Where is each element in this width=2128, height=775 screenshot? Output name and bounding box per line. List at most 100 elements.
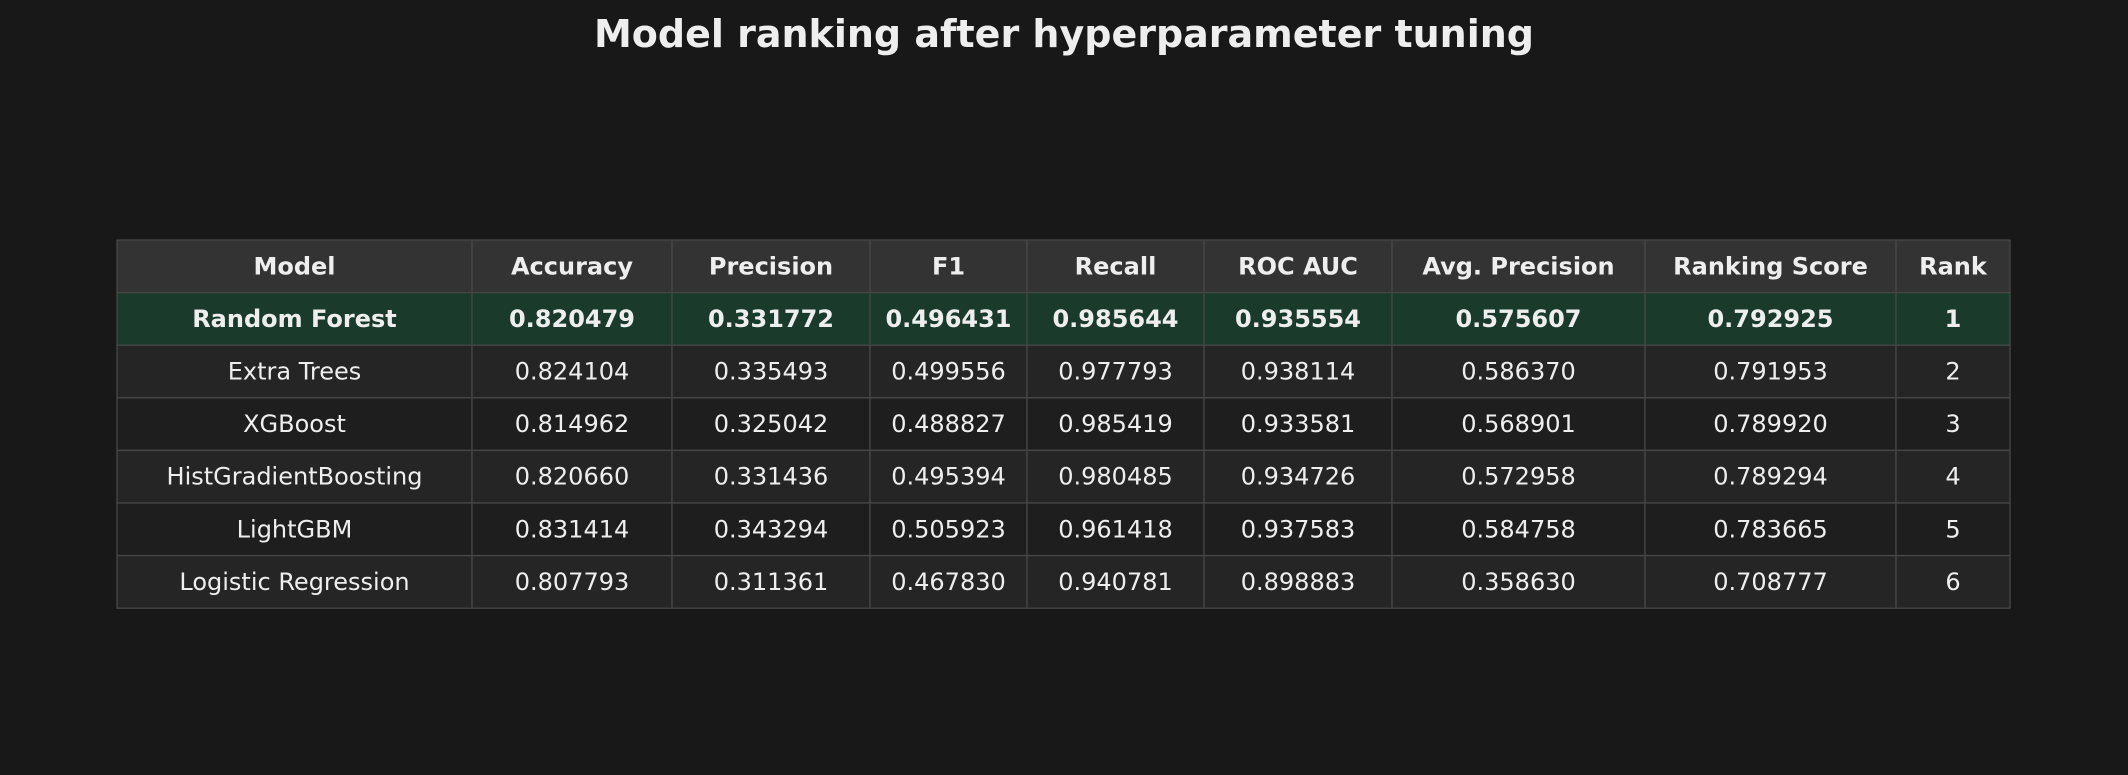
table-cell bbox=[1644, 291, 1897, 346]
table-cell bbox=[1203, 554, 1393, 609]
cell-value: 0.898883 bbox=[1241, 568, 1356, 596]
model-name: Random Forest bbox=[192, 305, 397, 333]
table-cell bbox=[869, 344, 1028, 399]
column-header: Accuracy bbox=[511, 252, 633, 280]
table-cell bbox=[1391, 291, 1646, 346]
table-cell bbox=[1644, 449, 1897, 504]
cell-value: 0.831414 bbox=[515, 515, 630, 543]
cell-value: 0.933581 bbox=[1241, 410, 1356, 438]
cell-value: 0.789294 bbox=[1713, 463, 1828, 491]
cell-value: 0.980485 bbox=[1058, 463, 1173, 491]
table-cell bbox=[1644, 554, 1897, 609]
table-cell bbox=[1644, 344, 1897, 399]
cell-value: 0.505923 bbox=[891, 515, 1006, 543]
table-cell bbox=[116, 554, 473, 609]
cell-value: 0.791953 bbox=[1713, 358, 1828, 386]
cell-value: 0.934726 bbox=[1241, 463, 1356, 491]
table-cell bbox=[1895, 449, 2011, 504]
cell-value: 0.586370 bbox=[1461, 358, 1576, 386]
cell-value: 0.331436 bbox=[714, 463, 829, 491]
table-cell bbox=[671, 449, 871, 504]
cell-value: 0.985419 bbox=[1058, 410, 1173, 438]
cell-value: 0.789920 bbox=[1713, 410, 1828, 438]
table-cell bbox=[1026, 502, 1205, 557]
cell-value: 0.938114 bbox=[1241, 358, 1356, 386]
header-cell bbox=[116, 239, 473, 294]
table-cell bbox=[869, 397, 1028, 452]
column-header: ROC AUC bbox=[1238, 252, 1358, 280]
cell-value: 6 bbox=[1945, 568, 1960, 596]
table-cell bbox=[1895, 502, 2011, 557]
table-cell bbox=[471, 397, 673, 452]
cell-value: 0.708777 bbox=[1713, 568, 1828, 596]
cell-value: 0.937583 bbox=[1241, 515, 1356, 543]
table-cell bbox=[869, 502, 1028, 557]
title: Model ranking after hyperparameter tunin… bbox=[594, 12, 1534, 56]
model-name: LightGBM bbox=[237, 515, 353, 543]
column-header: Rank bbox=[1919, 252, 1988, 280]
table-cell bbox=[1391, 344, 1646, 399]
table-cell bbox=[671, 554, 871, 609]
cell-value: 1 bbox=[1945, 305, 1962, 333]
cell-value: 0.343294 bbox=[714, 515, 829, 543]
column-header: Recall bbox=[1075, 252, 1157, 280]
cell-value: 0.575607 bbox=[1455, 305, 1581, 333]
cell-value: 3 bbox=[1945, 410, 1960, 438]
cell-value: 0.488827 bbox=[891, 410, 1006, 438]
cell-value: 0.935554 bbox=[1235, 305, 1361, 333]
cell-value: 0.467830 bbox=[891, 568, 1006, 596]
column-header: Precision bbox=[709, 252, 833, 280]
cell-value: 0.985644 bbox=[1052, 305, 1178, 333]
table-cell bbox=[1026, 554, 1205, 609]
table-cell bbox=[1895, 397, 2011, 452]
header-cell bbox=[1644, 239, 1897, 294]
header-cell bbox=[471, 239, 673, 294]
table-cell bbox=[671, 502, 871, 557]
table-cell bbox=[671, 291, 871, 346]
table-cell bbox=[1026, 344, 1205, 399]
cell-value: 5 bbox=[1945, 515, 1960, 543]
table-cell bbox=[471, 344, 673, 399]
table-cell bbox=[116, 502, 473, 557]
model-name: XGBoost bbox=[243, 410, 346, 438]
table-cell bbox=[471, 554, 673, 609]
table-cell bbox=[1391, 554, 1646, 609]
cell-value: 0.961418 bbox=[1058, 515, 1173, 543]
table-cell bbox=[471, 502, 673, 557]
table-cell bbox=[1026, 291, 1205, 346]
table-cell bbox=[1644, 397, 1897, 452]
table-cell bbox=[1203, 502, 1393, 557]
cell-value: 0.807793 bbox=[515, 568, 630, 596]
cell-value: 2 bbox=[1945, 358, 1960, 386]
cell-value: 0.584758 bbox=[1461, 515, 1576, 543]
table-cell bbox=[1391, 449, 1646, 504]
cell-value: 0.568901 bbox=[1461, 410, 1576, 438]
model-name: HistGradientBoosting bbox=[167, 463, 423, 491]
header-cell bbox=[1895, 239, 2011, 294]
table-cell bbox=[1895, 344, 2011, 399]
table-cell bbox=[471, 449, 673, 504]
column-header: Avg. Precision bbox=[1422, 252, 1614, 280]
table-cell bbox=[869, 291, 1028, 346]
model-name: Logistic Regression bbox=[179, 568, 409, 596]
cell-value: 0.499556 bbox=[891, 358, 1006, 386]
table-cell bbox=[1203, 344, 1393, 399]
cell-value: 0.572958 bbox=[1461, 463, 1576, 491]
cell-value: 0.331772 bbox=[708, 305, 834, 333]
cell-value: 0.783665 bbox=[1713, 515, 1828, 543]
cell-value: 4 bbox=[1945, 463, 1960, 491]
cell-value: 0.820660 bbox=[515, 463, 630, 491]
cell-value: 0.940781 bbox=[1058, 568, 1173, 596]
cell-value: 0.325042 bbox=[714, 410, 829, 438]
table-cell bbox=[1895, 554, 2011, 609]
table-cell bbox=[116, 344, 473, 399]
cell-value: 0.311361 bbox=[714, 568, 829, 596]
table-cell bbox=[1203, 291, 1393, 346]
cell-value: 0.820479 bbox=[509, 305, 635, 333]
column-header: Ranking Score bbox=[1673, 252, 1868, 280]
header-cell bbox=[1391, 239, 1646, 294]
cell-value: 0.814962 bbox=[515, 410, 630, 438]
table-cell bbox=[869, 554, 1028, 609]
cell-value: 0.495394 bbox=[891, 463, 1006, 491]
